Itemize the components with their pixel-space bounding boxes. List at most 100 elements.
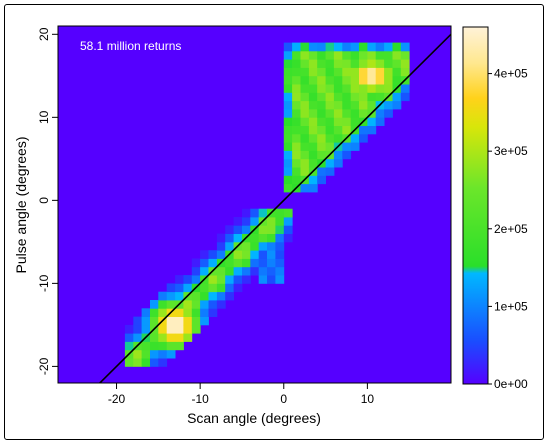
heatmap-cell [375,42,385,52]
heatmap-cell [208,308,218,317]
heatmap-cell [359,50,368,60]
heatmap-cell [375,59,385,68]
heatmap-cell [175,283,184,293]
heatmap-cell [342,100,352,110]
heatmap-cell [267,225,276,234]
heatmap-cell [317,150,326,160]
heatmap-cell [333,92,343,102]
heatmap-cell [350,67,360,77]
heatmap-cell [275,225,285,234]
heatmap-cell [333,84,343,93]
heatmap-cell [350,50,360,60]
heatmap-cell [300,125,310,135]
heatmap-cell [375,117,385,126]
heatmap-cell [283,233,293,243]
heatmap-cell [200,308,209,317]
heatmap-cell [250,266,260,276]
heatmap-cell [325,42,335,52]
heatmap-cell [333,133,343,143]
heatmap-cell [258,241,268,251]
heatmap-cell [175,316,184,326]
heatmap-cell [242,208,251,218]
heatmap-cell [141,358,151,367]
heatmap-cell [124,333,134,342]
heatmap-cell [158,333,168,342]
heatmap-cell [283,175,293,185]
heatmap-cell [133,358,143,367]
heatmap-cell [359,59,368,68]
heatmap-cell [317,142,326,151]
heatmap-cell [166,333,176,342]
heatmap-cell [250,250,260,259]
heatmap-cell [283,117,293,126]
heatmap-cell [150,300,159,309]
heatmap-cell [317,175,326,185]
heatmap-cell [300,42,310,52]
heatmap-cell [292,84,301,93]
heatmap-cell [308,117,318,126]
heatmap-cell [250,241,260,251]
heatmap-cell [384,84,393,93]
heatmap-cell [342,75,352,85]
heatmap-cell [208,291,218,301]
heatmap-cell [158,349,168,359]
heatmap-cell [283,75,293,85]
heatmap-cell [300,183,310,193]
heatmap-cell [333,150,343,160]
heatmap-cell [250,208,260,218]
y-tick-label: -20 [37,357,51,375]
heatmap-cell [342,109,352,118]
heatmap-cell [141,324,151,334]
heatmap-cell [308,42,318,52]
heatmap-cell [258,258,268,268]
heatmap-cell [359,67,368,77]
heatmap-cell [308,109,318,118]
heatmap-cell [308,100,318,110]
heatmap-cell [333,75,343,85]
heatmap-cell [183,333,193,342]
heatmap-cell [325,167,335,176]
heatmap-cell [258,250,268,259]
heatmap-cell [300,75,310,85]
heatmap-cell [375,75,385,85]
heatmap-cell [325,75,335,85]
heatmap-cell [275,233,285,243]
heatmap-cell [400,59,410,68]
y-tick-label: 20 [37,27,51,41]
heatmap-cell [283,150,293,160]
x-axis: -20 -10 0 10 [108,383,374,406]
heatmap-cell [150,358,159,367]
heatmap-cell [216,266,226,276]
heatmap-cell [325,100,335,110]
heatmap-cell [350,133,360,143]
heatmap-cell [292,117,301,126]
heatmap-cell [158,341,168,351]
heatmap-cell [359,133,368,143]
heatmap-cell [300,92,310,102]
heatmap-cell [141,308,151,317]
heatmap-cell [242,258,251,268]
heatmap-cell [367,84,377,93]
heatmap-cell [183,283,193,293]
heatmap-cell [275,250,285,259]
heatmap-cell [275,217,285,226]
heatmap-cell [250,258,260,268]
heatmap-cell [191,291,201,301]
y-tick-label: 0 [37,197,51,204]
heatmap-cell [333,158,343,168]
heatmap-cell [384,50,393,60]
heatmap-cell [275,258,285,268]
heatmap-cell [191,324,201,334]
heatmap-cell [275,208,285,218]
heatmap-cell [359,109,368,118]
heatmap-cell [283,67,293,77]
heatmap-cell [158,300,168,309]
heatmap-cell [292,59,301,68]
heatmap-cell [242,266,251,276]
heatmap-cell [292,42,301,52]
heatmap-cell [258,233,268,243]
heatmap-cell [325,59,335,68]
heatmap-cell [317,133,326,143]
heatmap-cell [292,167,301,176]
heatmap-cell [267,233,276,243]
